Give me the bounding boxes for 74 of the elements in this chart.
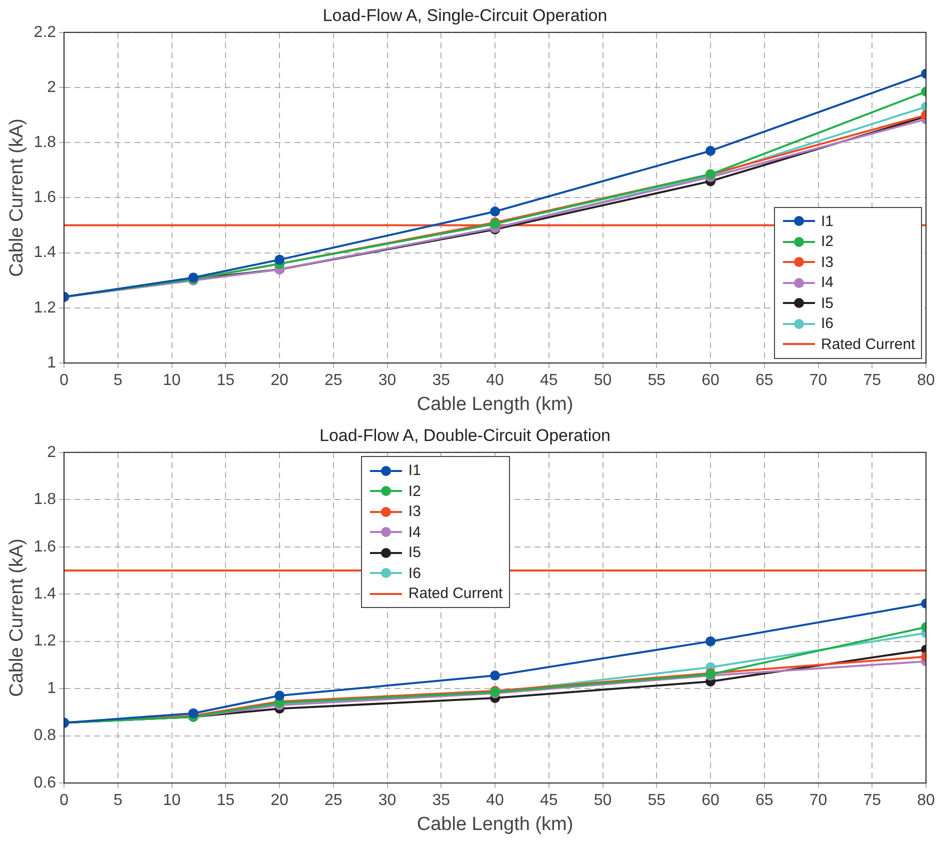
x-tick-label: 0: [60, 792, 69, 810]
x-tick-label: 55: [648, 792, 666, 810]
x-tick-label: 60: [702, 792, 720, 810]
x-tick-label: 20: [270, 792, 289, 810]
legend-label: I4: [821, 274, 834, 292]
y-tick-label: 0.8: [34, 727, 56, 744]
legend-label: I1: [408, 462, 421, 480]
x-axis-title: Cable Length (km): [416, 394, 574, 415]
point: [274, 254, 285, 265]
x-tick-label: 55: [648, 372, 666, 390]
point: [706, 636, 716, 646]
chart-title: Load-Flow A, Double-Circuit Operation: [319, 426, 611, 445]
x-tick-label: 10: [162, 792, 181, 810]
x-tick-label: 70: [809, 792, 828, 810]
legend-label: I2: [821, 233, 834, 250]
y-tick-label: 0.6: [34, 774, 56, 792]
x-tick-label: 25: [324, 792, 342, 810]
y-axis-title: Cable Current (kA): [6, 538, 28, 697]
y-axis-title: Cable Current (kA): [6, 118, 28, 277]
y-tick-label: 1: [47, 680, 56, 697]
x-tick-label: 25: [324, 372, 342, 390]
y-tick-label: 1.4: [34, 244, 56, 262]
x-tick-label: 80: [917, 792, 935, 810]
legend-label: Rated Current: [408, 585, 503, 602]
point: [274, 690, 285, 701]
legend-label: I1: [821, 212, 834, 230]
x-tick-label: 40: [486, 792, 504, 810]
x-tick-label: 75: [863, 792, 882, 810]
y-tick-label: 2: [47, 78, 56, 96]
y-tick-label: 1.4: [34, 585, 56, 602]
legend-label: I5: [821, 294, 834, 312]
y-tick-label: 1.8: [34, 491, 56, 508]
y-tick-label: 2.2: [34, 24, 56, 41]
x-tick-label: 15: [216, 372, 235, 390]
x-tick-label: 35: [432, 792, 450, 810]
x-tick-label: 20: [270, 372, 289, 390]
x-tick-label: 60: [702, 372, 720, 390]
point: [490, 206, 500, 216]
legend-label: I4: [408, 524, 421, 541]
legend-label: I3: [821, 254, 834, 271]
point: [490, 670, 500, 681]
x-tick-label: 80: [917, 372, 935, 390]
y-tick-label: 2: [47, 444, 56, 461]
legend-label: I6: [821, 315, 834, 332]
x-tick-label: 70: [809, 372, 828, 390]
x-tick-label: 30: [378, 372, 396, 390]
legend-label: Rated Current: [821, 336, 916, 353]
legend-label: I6: [408, 564, 421, 582]
x-tick-label: 35: [432, 372, 450, 390]
x-tick-label: 0: [60, 372, 69, 390]
x-tick-label: 5: [113, 372, 122, 390]
y-tick-label: 1.6: [34, 189, 56, 206]
x-tick-label: 15: [216, 792, 235, 810]
legend-label: I3: [408, 503, 421, 520]
x-tick-label: 5: [113, 792, 122, 810]
y-tick-label: 1.2: [34, 299, 56, 316]
x-tick-label: 50: [594, 372, 612, 390]
x-tick-label: 45: [540, 372, 558, 390]
x-tick-label: 65: [755, 372, 774, 390]
x-axis-title: Cable Length (km): [416, 814, 574, 835]
y-tick-label: 1.8: [34, 134, 56, 152]
x-tick-label: 50: [594, 792, 612, 810]
y-tick-label: 1.2: [34, 632, 56, 650]
x-tick-label: 75: [863, 372, 882, 390]
y-tick-label: 1: [47, 354, 56, 372]
x-tick-label: 65: [755, 792, 774, 810]
legend-label: I5: [408, 544, 421, 562]
y-tick-label: 1.6: [34, 538, 56, 556]
chart-title: Load-Flow A, Single-Circuit Operation: [322, 6, 608, 25]
x-tick-label: 30: [378, 792, 396, 810]
x-tick-label: 10: [162, 372, 181, 390]
x-tick-label: 45: [540, 792, 558, 810]
x-tick-label: 40: [486, 372, 504, 390]
legend-label: I2: [408, 482, 421, 500]
